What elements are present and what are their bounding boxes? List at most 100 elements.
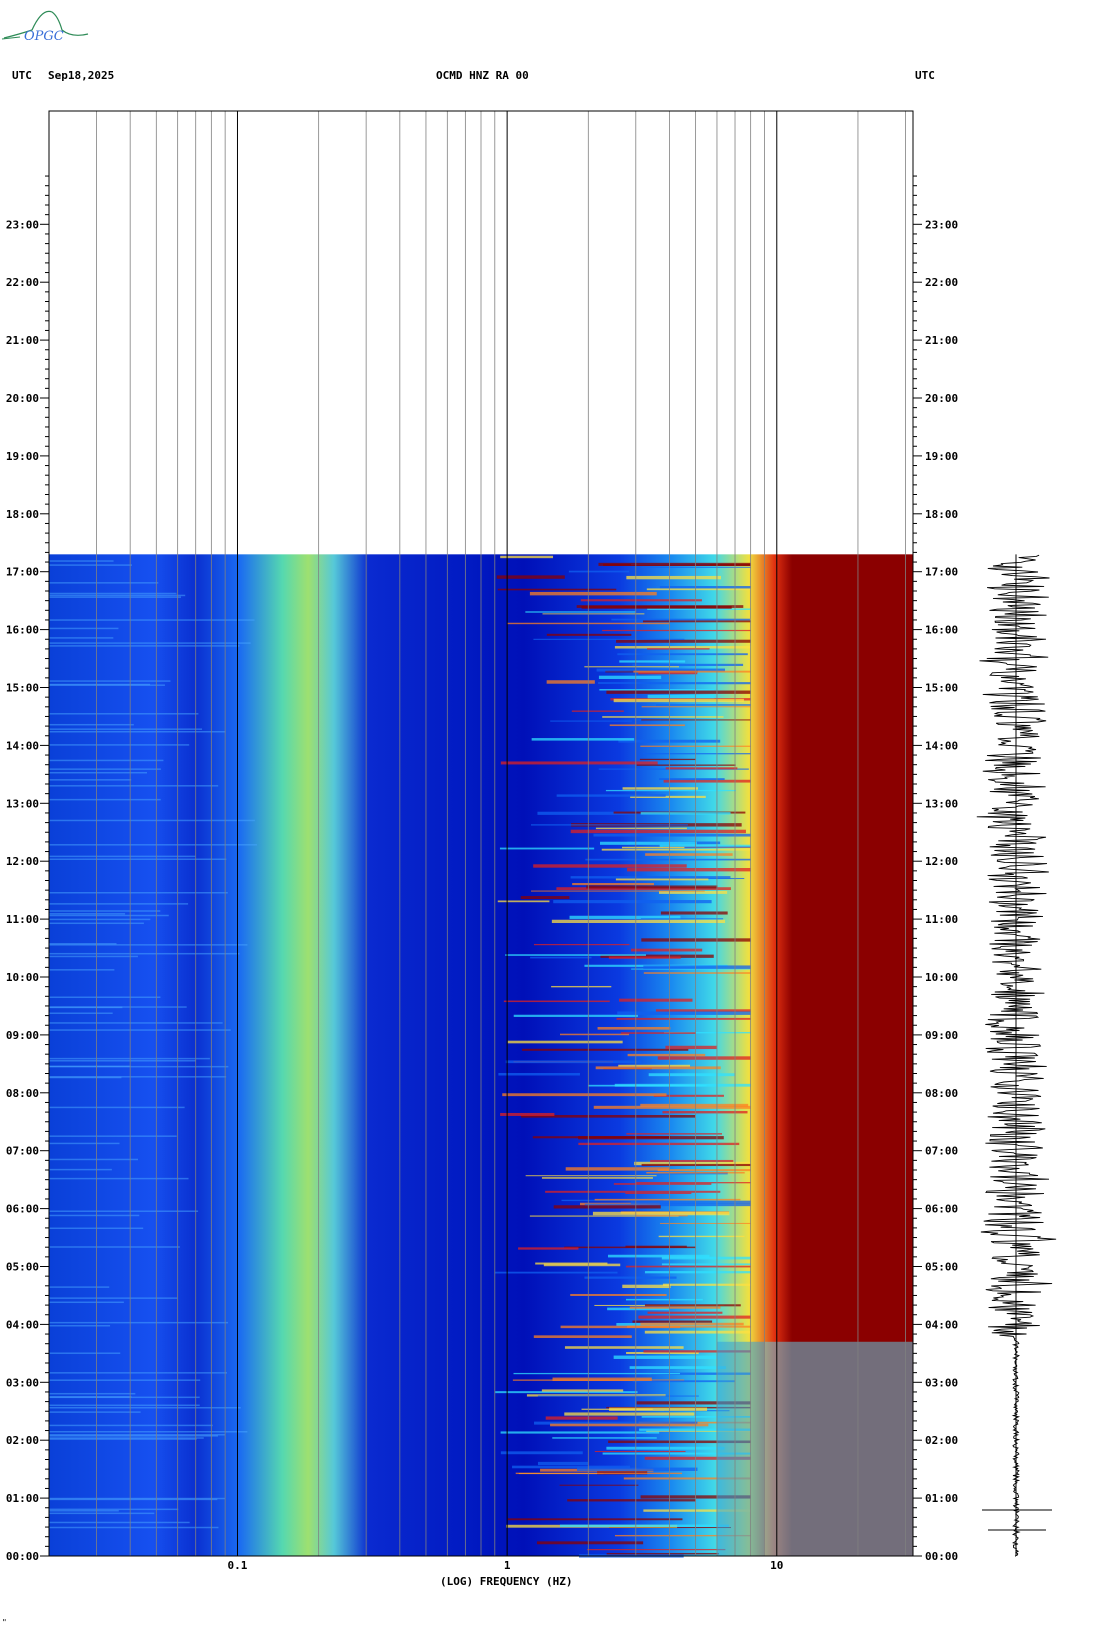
spectrogram-streak bbox=[644, 1330, 751, 1334]
spectrogram-streak bbox=[635, 1215, 688, 1217]
spectrogram-streak bbox=[665, 767, 738, 770]
spectrogram-streak bbox=[49, 844, 257, 846]
y-tick-label: 17:00 bbox=[925, 566, 958, 579]
spectrogram-streak bbox=[49, 1297, 178, 1299]
spectrogram-streak bbox=[611, 618, 750, 621]
spectrogram-streak bbox=[658, 890, 728, 894]
y-tick-label: 21:00 bbox=[6, 334, 39, 347]
spectrogram-streak bbox=[643, 972, 751, 974]
spectrogram-streak bbox=[655, 1009, 751, 1012]
spectrogram-streak bbox=[497, 900, 550, 903]
spectrogram-streak bbox=[537, 1461, 589, 1466]
spectrogram-streak bbox=[556, 794, 666, 797]
spectrogram-streak bbox=[518, 1247, 579, 1250]
spectrogram-streak bbox=[621, 846, 685, 849]
spectrogram-streak bbox=[618, 1064, 691, 1067]
spectrogram-streak bbox=[619, 660, 686, 663]
spectrogram-streak bbox=[49, 642, 251, 644]
spectrogram-streak bbox=[626, 1133, 723, 1135]
spectrogram-streak bbox=[49, 1526, 219, 1529]
spectrogram-streak bbox=[641, 1163, 751, 1167]
spectrogram-streak bbox=[625, 1298, 703, 1301]
spectrogram-streak bbox=[642, 753, 751, 755]
spectrogram-streak bbox=[659, 844, 751, 847]
spectrogram-streak bbox=[658, 1235, 745, 1238]
spectrogram-streak bbox=[608, 956, 681, 959]
right-timezone: UTC bbox=[915, 69, 935, 82]
spectrogram-streak bbox=[503, 1000, 610, 1003]
spectrogram-streak bbox=[543, 1263, 621, 1267]
y-tick-label: 08:00 bbox=[925, 1087, 958, 1100]
spectrogram-streak bbox=[572, 883, 654, 886]
y-tick-label: 19:00 bbox=[925, 450, 958, 463]
y-tick-label: 09:00 bbox=[6, 1029, 39, 1042]
spectrogram-streak bbox=[564, 1412, 695, 1416]
spectrogram-streak bbox=[49, 1076, 227, 1078]
spectrogram-streak bbox=[608, 1440, 751, 1444]
spectrogram-streak bbox=[651, 1372, 751, 1375]
spectrogram-streak bbox=[494, 1271, 618, 1274]
spectrogram-streak bbox=[661, 1263, 751, 1266]
spectrogram-streak bbox=[662, 1283, 751, 1286]
spectrogram-streak bbox=[650, 1159, 734, 1162]
spectrogram-streak bbox=[648, 1073, 735, 1077]
spectrogram-streak bbox=[570, 829, 746, 834]
y-tick-label: 07:00 bbox=[6, 1145, 39, 1158]
spectrogram-streak bbox=[505, 1060, 642, 1064]
y-tick-label: 11:00 bbox=[925, 913, 958, 926]
spectrogram-streak bbox=[661, 1256, 751, 1260]
spectrogram-streak bbox=[49, 1214, 140, 1217]
spectrogram-streak bbox=[542, 613, 645, 615]
spectrogram-streak bbox=[613, 1183, 712, 1185]
spectrogram-streak bbox=[49, 1510, 119, 1512]
y-tick-label: 23:00 bbox=[6, 218, 39, 231]
frequency-axis: 0.1 1 10 bbox=[228, 1559, 784, 1572]
spectrogram-streak bbox=[49, 1379, 201, 1381]
spectrogram-streak bbox=[584, 1203, 751, 1207]
spectrogram-streak bbox=[638, 672, 698, 675]
spectrogram-streak bbox=[49, 1438, 197, 1440]
spectrogram-streak bbox=[601, 848, 751, 851]
spectrogram-streak bbox=[600, 954, 714, 958]
spectrogram-streak bbox=[643, 846, 751, 848]
spectrogram-streak bbox=[609, 1407, 708, 1411]
spectrogram-streak bbox=[49, 596, 182, 598]
spectrogram-streak bbox=[49, 564, 133, 566]
spectrogram-streak bbox=[507, 1040, 623, 1044]
spectrogram-streak bbox=[659, 1222, 751, 1224]
y-tick-label: 17:00 bbox=[6, 566, 39, 579]
spectrogram-streak bbox=[598, 562, 751, 566]
spectrogram-streak bbox=[49, 1404, 200, 1407]
spectrogram-streak bbox=[49, 713, 199, 715]
y-tick-label: 13:00 bbox=[925, 797, 958, 810]
spectrogram-streak bbox=[49, 1508, 179, 1511]
y-tick-label: 18:00 bbox=[925, 508, 958, 521]
spectrogram-streak bbox=[605, 789, 736, 792]
spectrogram-streak bbox=[617, 653, 748, 656]
spectrogram-streak bbox=[49, 592, 177, 595]
spectrogram-streak bbox=[644, 1456, 751, 1460]
spectrogram-streak bbox=[636, 764, 736, 766]
spectrogram-streak bbox=[551, 919, 726, 924]
spectrogram-streak bbox=[49, 1437, 204, 1439]
spectrogram-streak bbox=[620, 1032, 696, 1034]
y-tick-label: 05:00 bbox=[925, 1261, 958, 1274]
spectrogram-streak bbox=[49, 918, 151, 921]
spectrogram-streak bbox=[512, 1465, 630, 1469]
spectrogram-streak bbox=[627, 1325, 751, 1328]
spectrogram-streak bbox=[49, 627, 119, 630]
spectrogram-streak bbox=[49, 1006, 187, 1008]
spectrogram-streak bbox=[568, 570, 630, 573]
spectrogram-streak bbox=[498, 1073, 580, 1076]
spectrogram-streak bbox=[598, 675, 662, 679]
spectrogram-streak bbox=[551, 985, 612, 988]
spectrogram-streak bbox=[607, 1254, 710, 1258]
spectrogram-streak bbox=[49, 1177, 189, 1180]
spectrogram-streak bbox=[49, 619, 255, 621]
footer-mark: " bbox=[2, 1618, 7, 1627]
spectrogram-streak bbox=[602, 716, 724, 718]
spectrogram-streak bbox=[570, 876, 731, 879]
spectrogram-streak bbox=[644, 1271, 751, 1274]
spectrogram-streak bbox=[588, 1084, 707, 1087]
spectrogram-streak bbox=[617, 1011, 751, 1015]
